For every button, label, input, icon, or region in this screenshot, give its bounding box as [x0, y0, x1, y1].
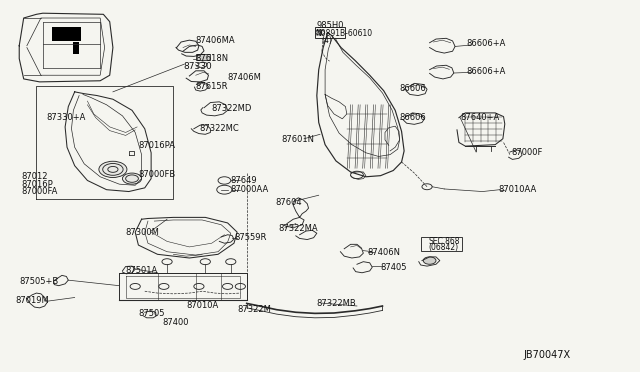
Text: 87559R: 87559R — [234, 233, 266, 242]
Text: 87000FA: 87000FA — [22, 187, 58, 196]
Circle shape — [423, 257, 436, 264]
Text: 87000FB: 87000FB — [138, 170, 175, 179]
Text: 87300M: 87300M — [125, 228, 159, 237]
Text: 86606: 86606 — [399, 113, 426, 122]
Bar — [315, 27, 346, 38]
Text: 87330+A: 87330+A — [46, 113, 85, 122]
Text: 87615R: 87615R — [196, 82, 228, 91]
Text: 87000F: 87000F — [511, 148, 543, 157]
Text: N: N — [317, 30, 323, 35]
Text: 87501A: 87501A — [125, 266, 158, 275]
Text: 87322MB: 87322MB — [317, 299, 356, 308]
Text: 87010A: 87010A — [186, 301, 218, 311]
Text: 87016PA: 87016PA — [138, 141, 175, 150]
Text: N0891B-60610: N0891B-60610 — [315, 29, 372, 38]
Text: 87618N: 87618N — [196, 54, 229, 63]
Text: 86606: 86606 — [399, 84, 426, 93]
Bar — [73, 42, 79, 54]
Text: 87405: 87405 — [381, 263, 407, 272]
Text: 87019M: 87019M — [15, 296, 49, 305]
Text: 87010AA: 87010AA — [499, 185, 537, 194]
Text: (4): (4) — [321, 36, 332, 45]
Text: 87330: 87330 — [183, 61, 212, 71]
Text: 87505+B: 87505+B — [19, 278, 58, 286]
Text: 87601N: 87601N — [282, 135, 315, 144]
Text: 87406MA: 87406MA — [196, 36, 236, 45]
Text: 985H0: 985H0 — [317, 21, 344, 30]
Text: 87640+A: 87640+A — [460, 113, 499, 122]
Circle shape — [122, 173, 141, 184]
Text: 87406M: 87406M — [228, 73, 262, 81]
Bar — [196, 54, 210, 61]
Text: 87322MA: 87322MA — [278, 224, 318, 233]
Text: 87012: 87012 — [22, 172, 48, 181]
Text: 87322MD: 87322MD — [212, 104, 252, 113]
Text: 87604: 87604 — [275, 198, 302, 207]
Text: 86606+A: 86606+A — [467, 39, 506, 48]
Text: 87322M: 87322M — [237, 305, 271, 314]
Text: 87322MC: 87322MC — [199, 124, 239, 133]
Text: JB70047X: JB70047X — [524, 350, 571, 360]
Text: 87016P: 87016P — [22, 180, 54, 189]
Text: 87400: 87400 — [162, 318, 188, 327]
Text: 87649: 87649 — [231, 176, 257, 185]
Text: SEC.868: SEC.868 — [428, 237, 460, 246]
Circle shape — [99, 161, 127, 177]
Text: 86606+A: 86606+A — [467, 67, 506, 76]
Text: 87000AA: 87000AA — [231, 185, 269, 194]
Bar — [52, 27, 81, 41]
Text: 87406N: 87406N — [368, 248, 401, 257]
Text: (06842): (06842) — [428, 243, 458, 252]
Bar — [420, 237, 462, 251]
Text: 87505: 87505 — [138, 309, 165, 318]
